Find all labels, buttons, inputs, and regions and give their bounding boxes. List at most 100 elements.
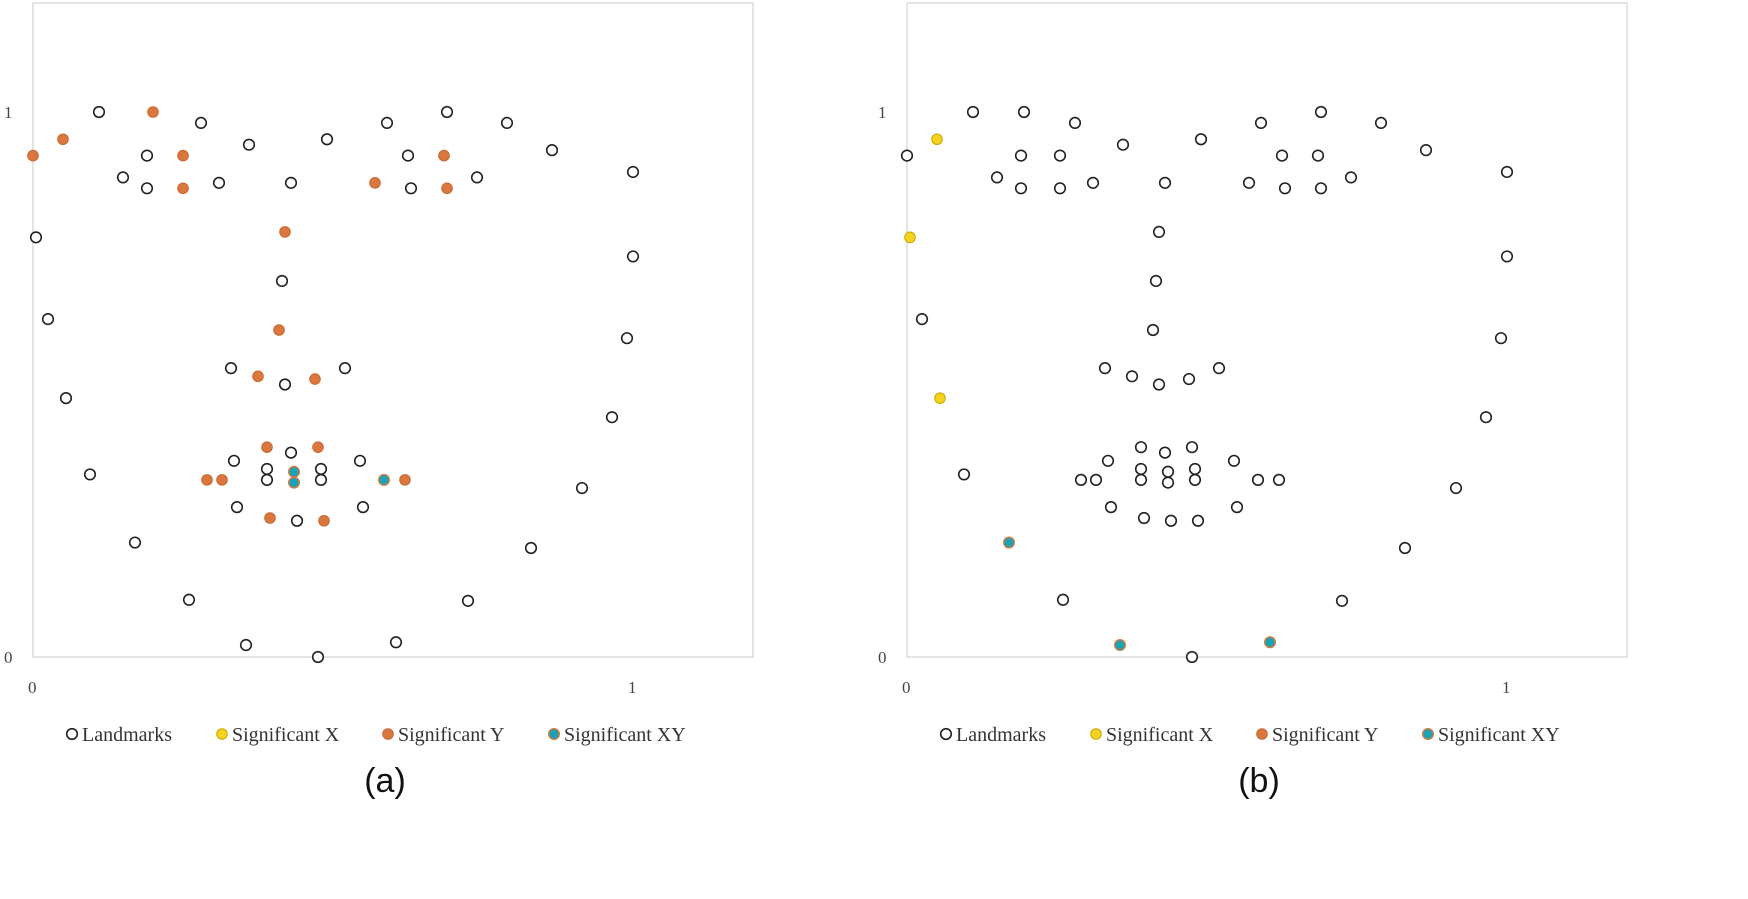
point-significant-y: [57, 133, 69, 146]
point-landmarks: [1344, 171, 1358, 184]
point-landmarks: [1335, 594, 1349, 607]
scatter-chart-b: 0 1 0 1 Landmarks Significant X Significant Y S…: [878, 2, 1628, 800]
point-landmarks: [1314, 105, 1328, 119]
point-significant-y: [216, 474, 228, 486]
point-landmarks: [1272, 473, 1286, 486]
point-significant-y: [147, 106, 159, 118]
point-significant-xy: [1113, 639, 1126, 652]
legend-marker-significant-y: [1256, 728, 1268, 740]
point-landmarks: [1104, 501, 1118, 514]
legend-label: Significant XY: [564, 724, 686, 746]
point-landmarks: [1374, 116, 1388, 129]
point-landmarks: [290, 514, 304, 527]
point-landmarks: [440, 105, 454, 119]
point-landmarks: [1134, 441, 1148, 454]
point-significant-x: [904, 231, 916, 244]
point-landmarks: [1146, 323, 1160, 337]
point-significant-xy: [1002, 536, 1015, 549]
figure-caption: (a): [364, 762, 406, 800]
point-landmarks: [1116, 138, 1130, 151]
legend-item-significant-xy: Significant XY: [1422, 724, 1560, 746]
point-landmarks: [353, 454, 367, 467]
legend-item-landmarks: Landmarks: [65, 724, 172, 746]
x-tick-label: 1: [1502, 678, 1511, 697]
point-landmarks: [1074, 473, 1088, 486]
point-landmarks: [116, 171, 130, 184]
point-landmarks: [401, 149, 415, 162]
point-significant-y: [312, 441, 324, 453]
legend-item-significant-y: Significant Y: [382, 724, 504, 746]
point-landmarks: [1098, 362, 1112, 375]
point-significant-y: [177, 182, 189, 195]
point-landmarks: [59, 392, 73, 405]
point-landmarks: [1185, 650, 1199, 664]
point-landmarks: [1494, 332, 1508, 345]
point-landmarks: [1182, 372, 1196, 386]
point-landmarks: [29, 231, 43, 244]
y-tick-label: 0: [878, 648, 887, 667]
point-landmarks: [1230, 501, 1244, 514]
point-landmarks: [1149, 274, 1163, 288]
point-landmarks: [1479, 411, 1493, 424]
y-tick-label: 1: [4, 103, 13, 122]
point-landmarks: [1500, 250, 1514, 263]
y-tick-label: 1: [878, 103, 887, 122]
legend-marker-significant-y: [382, 728, 394, 740]
point-landmarks: [545, 144, 559, 157]
point-landmarks: [314, 462, 328, 476]
point-landmarks: [1251, 473, 1265, 486]
legend-label: Significant XY: [1438, 724, 1560, 746]
point-landmarks: [626, 250, 640, 263]
point-landmarks: [260, 473, 274, 486]
legend-marker-significant-xy: [1422, 728, 1435, 741]
legend-label: Significant Y: [1272, 724, 1378, 746]
point-landmarks: [1275, 149, 1289, 162]
point-landmarks: [1158, 446, 1172, 459]
point-landmarks: [1212, 362, 1226, 375]
point-landmarks: [1194, 133, 1208, 146]
point-landmarks: [83, 468, 97, 481]
legend-item-landmarks: Landmarks: [939, 724, 1046, 746]
point-landmarks: [966, 105, 980, 119]
point-landmarks: [92, 105, 106, 119]
point-landmarks: [1086, 176, 1100, 189]
legend-label: Landmarks: [82, 724, 172, 746]
point-landmarks: [1278, 182, 1292, 195]
point-landmarks: [1227, 454, 1241, 467]
point-landmarks: [1068, 116, 1082, 129]
point-landmarks: [356, 501, 370, 514]
point-landmarks: [41, 313, 55, 326]
point-landmarks: [1161, 465, 1175, 478]
point-landmarks: [404, 182, 418, 195]
point-landmarks: [900, 149, 914, 162]
point-landmarks: [224, 362, 238, 375]
point-significant-y: [201, 474, 213, 486]
point-landmarks: [314, 473, 328, 486]
point-landmarks: [605, 411, 619, 424]
point-significant-y: [264, 512, 276, 524]
point-landmarks: [620, 332, 634, 345]
point-landmarks: [311, 650, 325, 664]
x-tick-label: 1: [628, 678, 637, 697]
point-landmarks: [626, 165, 640, 179]
point-landmarks: [275, 274, 289, 288]
point-landmarks: [1185, 441, 1199, 454]
point-landmarks: [212, 176, 226, 189]
point-significant-y: [438, 149, 450, 162]
point-landmarks: [239, 638, 253, 652]
point-significant-y: [252, 370, 264, 383]
point-landmarks: [524, 541, 538, 555]
point-significant-y: [399, 474, 411, 486]
point-significant-xy: [288, 476, 301, 489]
point-landmarks: [1164, 514, 1178, 527]
legend-label: Significant X: [1106, 724, 1214, 746]
point-landmarks: [1014, 182, 1028, 195]
point-landmarks: [1254, 116, 1268, 129]
point-landmarks: [194, 116, 208, 129]
point-landmarks: [1014, 149, 1028, 162]
point-landmarks: [1191, 514, 1205, 527]
point-significant-x: [934, 392, 946, 404]
point-significant-xy: [1264, 636, 1277, 649]
legend-item-significant-xy: Significant XY: [548, 724, 686, 746]
plot-area: [906, 2, 1628, 658]
